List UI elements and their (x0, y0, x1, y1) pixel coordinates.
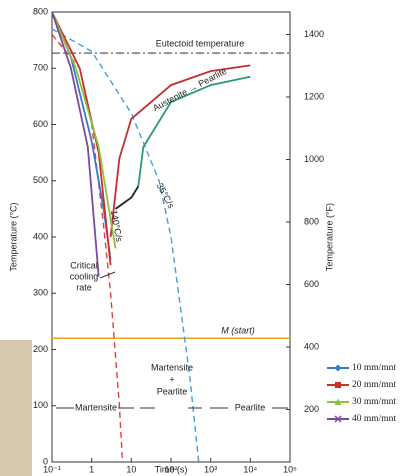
line-series (114, 185, 140, 210)
background-fragment (0, 340, 32, 476)
x-tick-label: 10³ (204, 464, 217, 474)
x-tick-label: 10² (164, 464, 177, 474)
y-axis-title: Temperature (°C) (8, 202, 18, 271)
legend-label: 40 mm/mnt (352, 414, 396, 424)
x-tick-label: 10⁴ (243, 464, 257, 474)
legend-marker (335, 382, 341, 388)
y2-tick-label: 200 (304, 404, 319, 414)
y2-axis-title: Temperature (°F) (324, 203, 334, 271)
curve-label: 35°C/s (155, 181, 177, 210)
y2-tick-label: 600 (304, 279, 319, 289)
annotation: Austenite → Pearlite (151, 66, 228, 113)
line-series (51, 11, 112, 260)
reference-label: M (start) (221, 326, 255, 336)
x-tick-label: 1 (89, 464, 94, 474)
legend-marker (334, 398, 342, 405)
legend-label: 10 mm/mnt (352, 363, 396, 373)
legend-label: 20 mm/mnt (352, 380, 396, 390)
legend-marker (334, 415, 342, 423)
x-tick-label: 10 (126, 464, 136, 474)
y-tick-label: 400 (33, 231, 48, 241)
x-tick-label: 10⁵ (283, 464, 297, 474)
line-series (137, 75, 251, 187)
y2-tick-label: 400 (304, 341, 319, 351)
y-tick-label: 800 (33, 6, 48, 16)
y2-tick-label: 800 (304, 216, 319, 226)
annotation: Critical (70, 260, 98, 270)
y-tick-label: 700 (33, 63, 48, 73)
y2-tick-label: 1000 (304, 154, 324, 164)
annotation: rate (76, 282, 92, 292)
reference-label: Eutectoid temperature (156, 38, 245, 48)
annotation: Pearlite (235, 402, 266, 412)
x-axis-title: Time (s) (155, 464, 188, 474)
annotation-pointer (99, 271, 116, 279)
legend-label: 30 mm/mnt (352, 397, 396, 407)
line-series (51, 11, 112, 266)
annotation: Martensite (151, 362, 193, 372)
annotation: cooling (70, 271, 99, 281)
x-tick-label: 10⁻¹ (43, 464, 61, 474)
line-series (51, 11, 117, 249)
y-tick-label: 300 (33, 288, 48, 298)
line-series (51, 11, 100, 277)
y-tick-label: 600 (33, 119, 48, 129)
line-series (51, 28, 200, 463)
legend-marker (334, 364, 342, 372)
annotation: Martensite (75, 402, 117, 412)
y-tick-label: 500 (33, 175, 48, 185)
annotation: Pearlite (157, 386, 188, 396)
y-tick-label: 0 (43, 456, 48, 466)
line-series (109, 64, 251, 238)
annotation: + (169, 374, 174, 384)
y2-tick-label: 1400 (304, 29, 324, 39)
y2-tick-label: 1200 (304, 91, 324, 101)
y-tick-label: 200 (33, 344, 48, 354)
y-tick-label: 100 (33, 400, 48, 410)
